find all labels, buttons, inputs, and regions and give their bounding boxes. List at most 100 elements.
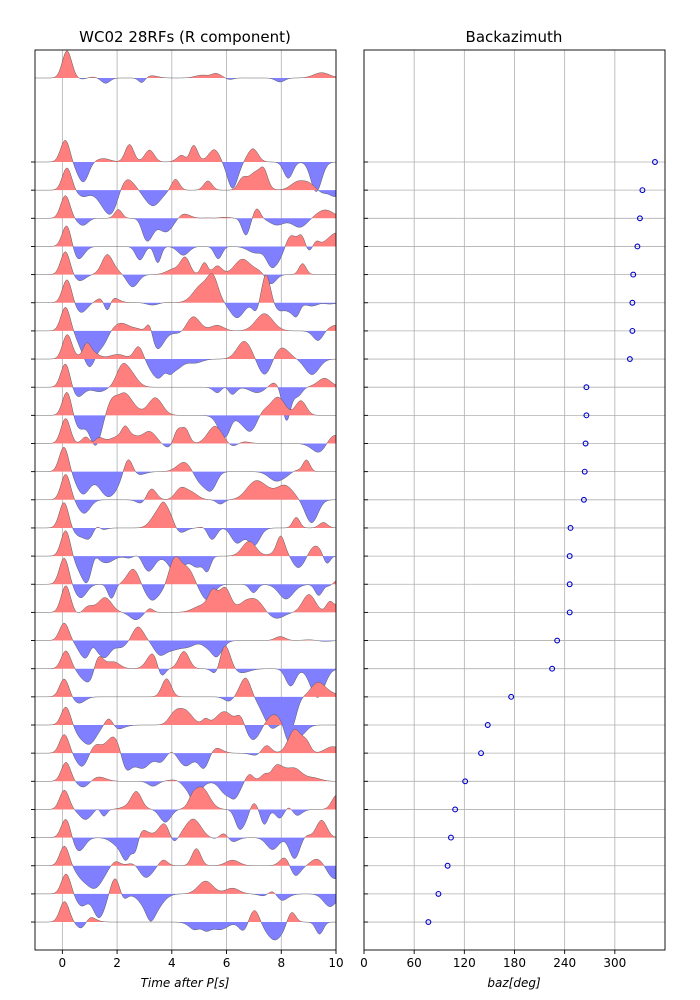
baz-x-tick-label: 120: [453, 956, 476, 970]
rf-negative-fill: [35, 556, 336, 583]
baz-gridlines: [363, 50, 665, 950]
baz-point: [444, 862, 451, 869]
rf-trace-line: [35, 585, 336, 621]
rf-trace: [35, 166, 336, 215]
rf-positive-fill: [35, 166, 336, 191]
rf-positive-fill: [35, 392, 336, 416]
rf-trace: [35, 786, 336, 830]
baz-points: [425, 159, 658, 925]
baz-point: [629, 327, 636, 334]
rf-negative-fill: [35, 893, 336, 922]
rf-positive-fill: [35, 195, 336, 219]
baz-point: [508, 693, 515, 700]
rf-positive-fill: [35, 50, 336, 78]
rf-negative-fill: [35, 190, 336, 215]
baz-x-label: baz[deg]: [487, 976, 541, 990]
baz-point: [566, 609, 573, 616]
rf-positive-fill: [35, 646, 336, 669]
rf-positive-fill: [35, 501, 336, 528]
baz-point: [583, 412, 590, 419]
rf-trace-line: [35, 307, 336, 368]
baz-point: [554, 637, 561, 644]
baz-point: [549, 665, 556, 672]
rf-trace-line: [35, 901, 336, 941]
rf-stacked-trace: [35, 50, 336, 84]
rf-negative-fill: [35, 922, 336, 940]
rf-trace: [35, 622, 336, 659]
rf-trace-line: [35, 530, 336, 584]
rf-trace: [35, 729, 336, 771]
rf-trace-line: [35, 818, 336, 861]
rf-trace-line: [35, 501, 336, 546]
baz-panel-title: Backazimuth: [466, 28, 563, 46]
rf-trace-line: [35, 873, 336, 922]
rf-positive-fill: [35, 846, 336, 866]
rf-trace-line: [35, 195, 336, 242]
rf-positive-fill: [35, 140, 336, 162]
rf-trace: [35, 585, 336, 621]
rf-trace: [35, 873, 336, 922]
baz-point: [634, 243, 641, 250]
rf-positive-fill: [35, 363, 336, 388]
rf-trace: [35, 556, 336, 601]
rf-negative-fill: [35, 612, 336, 620]
rf-x-tick-label: 8: [277, 956, 285, 970]
rf-trace-line: [35, 645, 336, 698]
rf-positive-fill: [35, 474, 336, 500]
rf-positive-fill: [35, 251, 336, 275]
rf-trace-line: [35, 556, 336, 601]
baz-x-tick-label: 180: [503, 956, 526, 970]
rf-negative-fill: [35, 696, 336, 731]
rf-positive-fill: [35, 556, 336, 585]
rf-trace: [35, 446, 336, 497]
baz-point: [448, 834, 454, 841]
rf-trace: [35, 901, 336, 941]
rf-negative-fill: [35, 584, 336, 601]
baz-point: [580, 496, 587, 503]
rf-axes-frame: [34, 49, 337, 951]
rf-negative-fill: [35, 359, 336, 379]
baz-point: [452, 806, 459, 813]
rf-trace: [35, 474, 336, 523]
rf-negative-fill: [35, 218, 336, 242]
rf-trace: [35, 363, 336, 421]
rf-positive-fill: [35, 786, 336, 810]
rf-negative-fill: [35, 640, 336, 659]
rf-positive-fill: [35, 334, 336, 360]
rf-y-ticks: [31, 161, 35, 923]
rf-trace-line: [35, 392, 336, 446]
rf-positive-fill: [35, 707, 336, 725]
rf-positive-fill: [35, 530, 336, 557]
rf-negative-fill: [35, 246, 336, 268]
rf-trace: [35, 418, 336, 453]
baz-point: [636, 215, 643, 222]
baz-panel: Backazimuth 0 60 120 180 240 300 baz[deg]: [360, 28, 666, 990]
rf-negative-fill: [35, 415, 336, 446]
rf-trace: [35, 392, 336, 446]
rf-trace-line: [35, 273, 336, 319]
rf-trace-line: [35, 786, 336, 830]
rf-trace: [35, 501, 336, 546]
baz-point: [639, 187, 646, 194]
rf-trace-line: [35, 706, 336, 745]
rf-x-ticks: 0 2 4 6 8 10: [59, 950, 344, 970]
baz-x-tick-label: 0: [360, 956, 368, 970]
rf-negative-fill: [35, 865, 336, 889]
rf-negative-fill: [35, 781, 336, 807]
rf-positive-fill: [35, 819, 336, 838]
rf-traces: [35, 50, 336, 941]
rf-negative-fill: [35, 78, 336, 84]
baz-point: [630, 271, 637, 278]
rf-negative-fill: [35, 837, 336, 861]
rf-x-tick-label: 10: [328, 956, 343, 970]
rf-panel: WC02 28RFs (R component) 0 2 4 6 8 10 Time af…: [31, 28, 344, 990]
rf-trace: [35, 845, 336, 889]
rf-trace-line: [35, 363, 336, 421]
rf-trace-line: [35, 334, 336, 379]
rf-trace-line: [35, 474, 336, 523]
rf-negative-fill: [35, 809, 336, 830]
rf-trace-line: [35, 446, 336, 497]
rf-trace: [35, 273, 336, 319]
rf-negative-fill: [35, 443, 336, 453]
rf-negative-fill: [35, 471, 336, 497]
